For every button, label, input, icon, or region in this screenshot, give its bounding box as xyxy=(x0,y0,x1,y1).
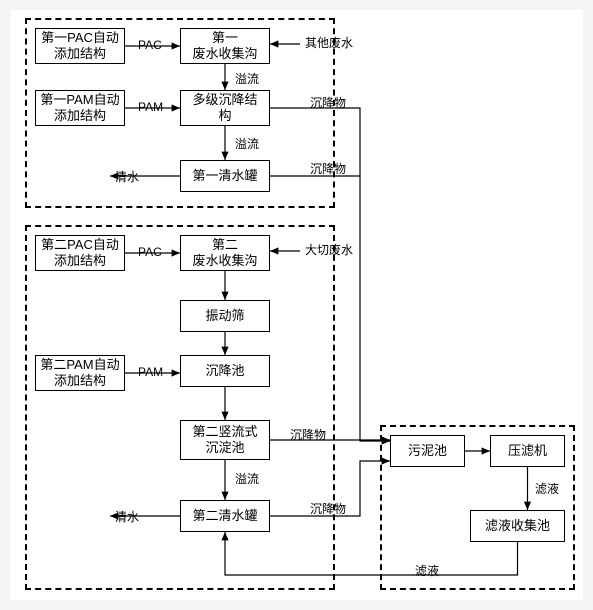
edge-label-b_wc1-b_msed: 溢流 xyxy=(235,70,259,87)
input-in1: 其他废水 xyxy=(305,34,353,51)
out-qc1: 清水 xyxy=(115,168,139,185)
path-label-s1: 沉降物 xyxy=(310,94,346,111)
node-b_pam2: 第二PAM自动添加结构 xyxy=(35,355,125,391)
out-qc2: 清水 xyxy=(115,508,139,525)
path-label-s3: 沉降物 xyxy=(290,426,326,443)
input-in2: 大切废水 xyxy=(305,241,353,258)
node-b_cw2: 第二清水罐 xyxy=(180,500,270,532)
edge-label-b_pac2-b_wc2: PAC xyxy=(138,245,162,259)
path-label-s4: 沉降物 xyxy=(310,500,346,517)
path-label-s2: 沉降物 xyxy=(310,160,346,177)
edge-label-b_vflow-b_cw2: 溢流 xyxy=(235,470,259,487)
node-b_pac1: 第一PAC自动添加结构 xyxy=(35,28,125,64)
edge-label-b_pam2-b_sed: PAM xyxy=(138,365,163,379)
node-b_sed: 沉降池 xyxy=(180,355,270,387)
node-b_mud: 污泥池 xyxy=(390,435,465,467)
edge-label-b_pam1-b_msed: PAM xyxy=(138,100,163,114)
edge-label-b_press-b_filt: 滤液 xyxy=(535,480,559,497)
node-b_wc1: 第一废水收集沟 xyxy=(180,28,270,64)
node-b_wc2: 第二废水收集沟 xyxy=(180,235,270,271)
edge-label-b_msed-b_cw1: 溢流 xyxy=(235,135,259,152)
node-b_vflow: 第二竖流式沉淀池 xyxy=(180,420,270,460)
node-b_pac2: 第二PAC自动添加结构 xyxy=(35,235,125,271)
node-b_pam1: 第一PAM自动添加结构 xyxy=(35,90,125,126)
node-b_msed: 多级沉降结构 xyxy=(180,90,270,126)
edge-label-b_pac1-b_wc1: PAC xyxy=(138,38,162,52)
path-label-s5: 滤液 xyxy=(415,562,439,579)
group-2 xyxy=(25,225,335,590)
node-b_press: 压滤机 xyxy=(490,435,565,467)
node-b_vib: 振动筛 xyxy=(180,300,270,332)
node-b_filt: 滤液收集池 xyxy=(470,510,565,542)
diagram-canvas: 第一PAC自动添加结构 第一废水收集沟第一PAM自动添加结构 多级沉降结构第一清水罐… xyxy=(10,10,583,600)
node-b_cw1: 第一清水罐 xyxy=(180,160,270,192)
